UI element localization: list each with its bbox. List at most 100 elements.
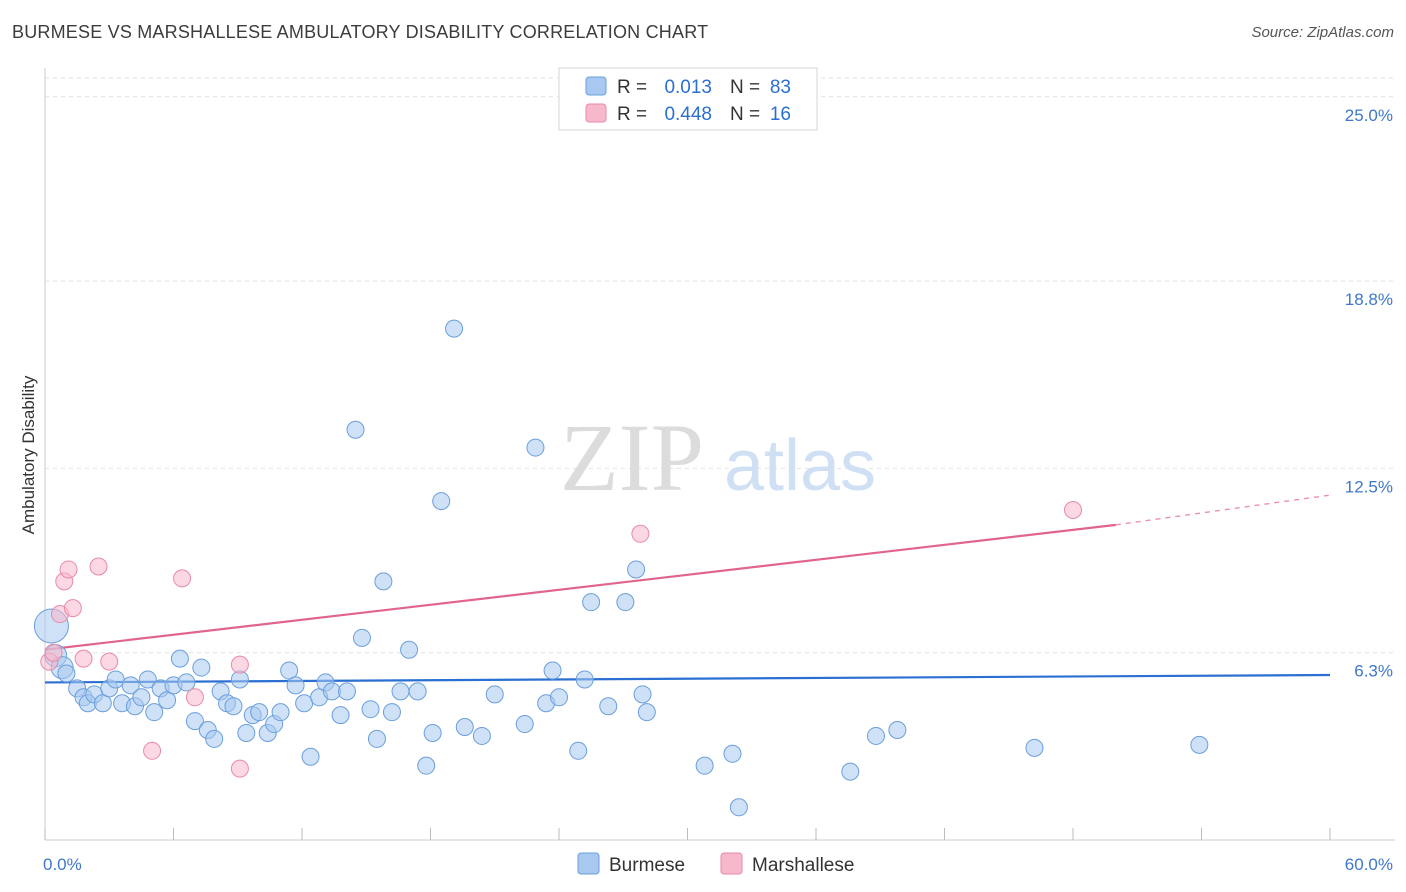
bottom-legend-swatch-marshallese[interactable] — [720, 852, 743, 875]
data-point-marshallese[interactable] — [44, 643, 63, 662]
data-point-burmese[interactable] — [367, 729, 386, 748]
grid-lines — [45, 77, 1395, 654]
data-point-burmese[interactable] — [695, 756, 714, 775]
watermark-atlas: atlas — [724, 426, 876, 506]
data-point-burmese[interactable] — [391, 682, 410, 701]
data-point-burmese[interactable] — [616, 593, 635, 612]
data-point-marshallese[interactable] — [230, 759, 249, 778]
data-point-burmese[interactable] — [205, 729, 224, 748]
data-point-burmese[interactable] — [637, 703, 656, 722]
data-point-burmese[interactable] — [400, 640, 419, 659]
data-point-burmese[interactable] — [455, 718, 474, 737]
data-point-burmese[interactable] — [331, 706, 350, 725]
data-point-burmese[interactable] — [423, 723, 442, 742]
legend-r-label: R = — [617, 104, 647, 125]
data-point-burmese[interactable] — [866, 726, 885, 745]
legend-swatch-burmese[interactable] — [585, 76, 607, 96]
data-point-burmese[interactable] — [286, 676, 305, 695]
legend-n-label: N = — [730, 77, 760, 98]
data-point-burmese[interactable] — [337, 682, 356, 701]
data-point-marshallese[interactable] — [1064, 501, 1082, 519]
source-label: Source: ZipAtlas.com — [1251, 24, 1394, 41]
data-point-burmese[interactable] — [250, 703, 269, 722]
data-point-burmese[interactable] — [185, 712, 204, 731]
data-point-marshallese[interactable] — [185, 688, 204, 707]
data-point-burmese[interactable] — [346, 420, 365, 439]
bottom-legend-label-burmese[interactable]: Burmese — [609, 855, 685, 876]
data-point-burmese[interactable] — [729, 798, 748, 817]
data-point-burmese[interactable] — [582, 593, 601, 612]
data-point-burmese[interactable] — [543, 661, 562, 680]
data-point-burmese[interactable] — [177, 673, 196, 692]
axes: 6.3% 12.5% 18.8% 25.0% 0.0% 60.0% — [43, 68, 1395, 874]
data-point-burmese[interactable] — [485, 685, 504, 704]
data-point-burmese[interactable] — [569, 741, 588, 760]
data-point-burmese[interactable] — [382, 703, 401, 722]
data-point-burmese[interactable] — [1190, 735, 1209, 754]
legend-n-label: N = — [730, 104, 760, 125]
bottom-legend[interactable]: Burmese Marshallese — [577, 852, 854, 876]
watermark: ZIP atlas — [560, 404, 876, 511]
data-point-burmese[interactable] — [633, 685, 652, 704]
legend-r-value: 0.013 — [664, 77, 712, 98]
bottom-legend-swatch-burmese[interactable] — [577, 852, 600, 875]
data-point-burmese[interactable] — [138, 670, 157, 689]
data-point-marshallese[interactable] — [173, 569, 192, 588]
legend-n-value: 83 — [770, 77, 791, 98]
data-point-burmese[interactable] — [158, 691, 177, 710]
data-point-burmese[interactable] — [526, 438, 545, 457]
watermark-zip: ZIP — [560, 404, 704, 511]
trend-line-dashed-marshallese — [1115, 494, 1331, 526]
data-point-burmese[interactable] — [280, 661, 299, 680]
data-point-burmese[interactable] — [888, 721, 907, 739]
data-point-burmese[interactable] — [432, 492, 451, 511]
y-axis-label: Ambulatory Disability — [19, 375, 38, 534]
data-point-marshallese[interactable] — [74, 649, 93, 668]
data-point-burmese[interactable] — [237, 723, 256, 742]
data-point-burmese[interactable] — [271, 703, 290, 722]
data-point-marshallese[interactable] — [230, 655, 249, 674]
data-point-marshallese[interactable] — [59, 560, 78, 579]
data-point-burmese[interactable] — [550, 688, 568, 707]
data-point-burmese[interactable] — [515, 715, 534, 734]
data-point-burmese[interactable] — [224, 697, 243, 716]
data-point-burmese[interactable] — [93, 694, 112, 713]
data-point-burmese[interactable] — [445, 319, 464, 338]
data-point-burmese[interactable] — [599, 697, 618, 716]
data-point-burmese[interactable] — [106, 670, 125, 689]
legend-r-label: R = — [617, 77, 647, 98]
data-point-burmese[interactable] — [575, 670, 594, 689]
data-point-burmese[interactable] — [145, 703, 164, 722]
data-point-burmese[interactable] — [627, 560, 646, 579]
data-point-burmese[interactable] — [192, 658, 211, 677]
data-point-marshallese[interactable] — [143, 741, 162, 760]
legend-swatch-marshallese[interactable] — [585, 103, 607, 123]
data-point-burmese[interactable] — [352, 628, 371, 647]
data-point-burmese[interactable] — [57, 664, 76, 683]
data-point-burmese[interactable] — [408, 682, 427, 701]
data-point-burmese[interactable] — [1025, 738, 1044, 757]
data-point-burmese[interactable] — [301, 747, 320, 766]
y-tick-label: 6.3% — [1354, 662, 1393, 681]
data-point-marshallese[interactable] — [100, 652, 119, 671]
data-point-burmese[interactable] — [170, 649, 189, 668]
data-point-marshallese[interactable] — [89, 557, 108, 576]
data-point-burmese[interactable] — [723, 744, 742, 763]
data-point-burmese[interactable] — [841, 762, 860, 781]
data-point-marshallese[interactable] — [63, 599, 82, 618]
legend-n-value: 16 — [770, 104, 791, 125]
legend[interactable]: R = 0.013 N = 83 R = 0.448 N = 16 — [558, 67, 818, 131]
data-point-burmese[interactable] — [417, 756, 436, 775]
data-point-marshallese[interactable] — [631, 524, 650, 543]
data-point-burmese[interactable] — [322, 682, 341, 701]
data-point-burmese[interactable] — [374, 572, 393, 591]
bottom-legend-label-marshallese[interactable]: Marshallese — [752, 855, 854, 876]
data-point-burmese[interactable] — [472, 726, 491, 745]
y-tick-label: 25.0% — [1345, 106, 1393, 125]
data-point-burmese[interactable] — [121, 676, 140, 695]
data-point-burmese[interactable] — [132, 688, 151, 707]
data-point-burmese[interactable] — [361, 700, 380, 719]
x-tick-label-max: 60.0% — [1345, 855, 1393, 874]
data-point-burmese[interactable] — [295, 694, 314, 713]
